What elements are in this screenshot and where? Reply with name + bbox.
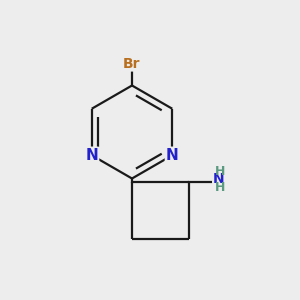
- Text: Br: Br: [123, 57, 141, 71]
- Text: N: N: [166, 148, 178, 163]
- Text: H: H: [215, 181, 225, 194]
- Text: N: N: [213, 172, 224, 186]
- Text: H: H: [215, 165, 225, 178]
- Text: N: N: [85, 148, 98, 163]
